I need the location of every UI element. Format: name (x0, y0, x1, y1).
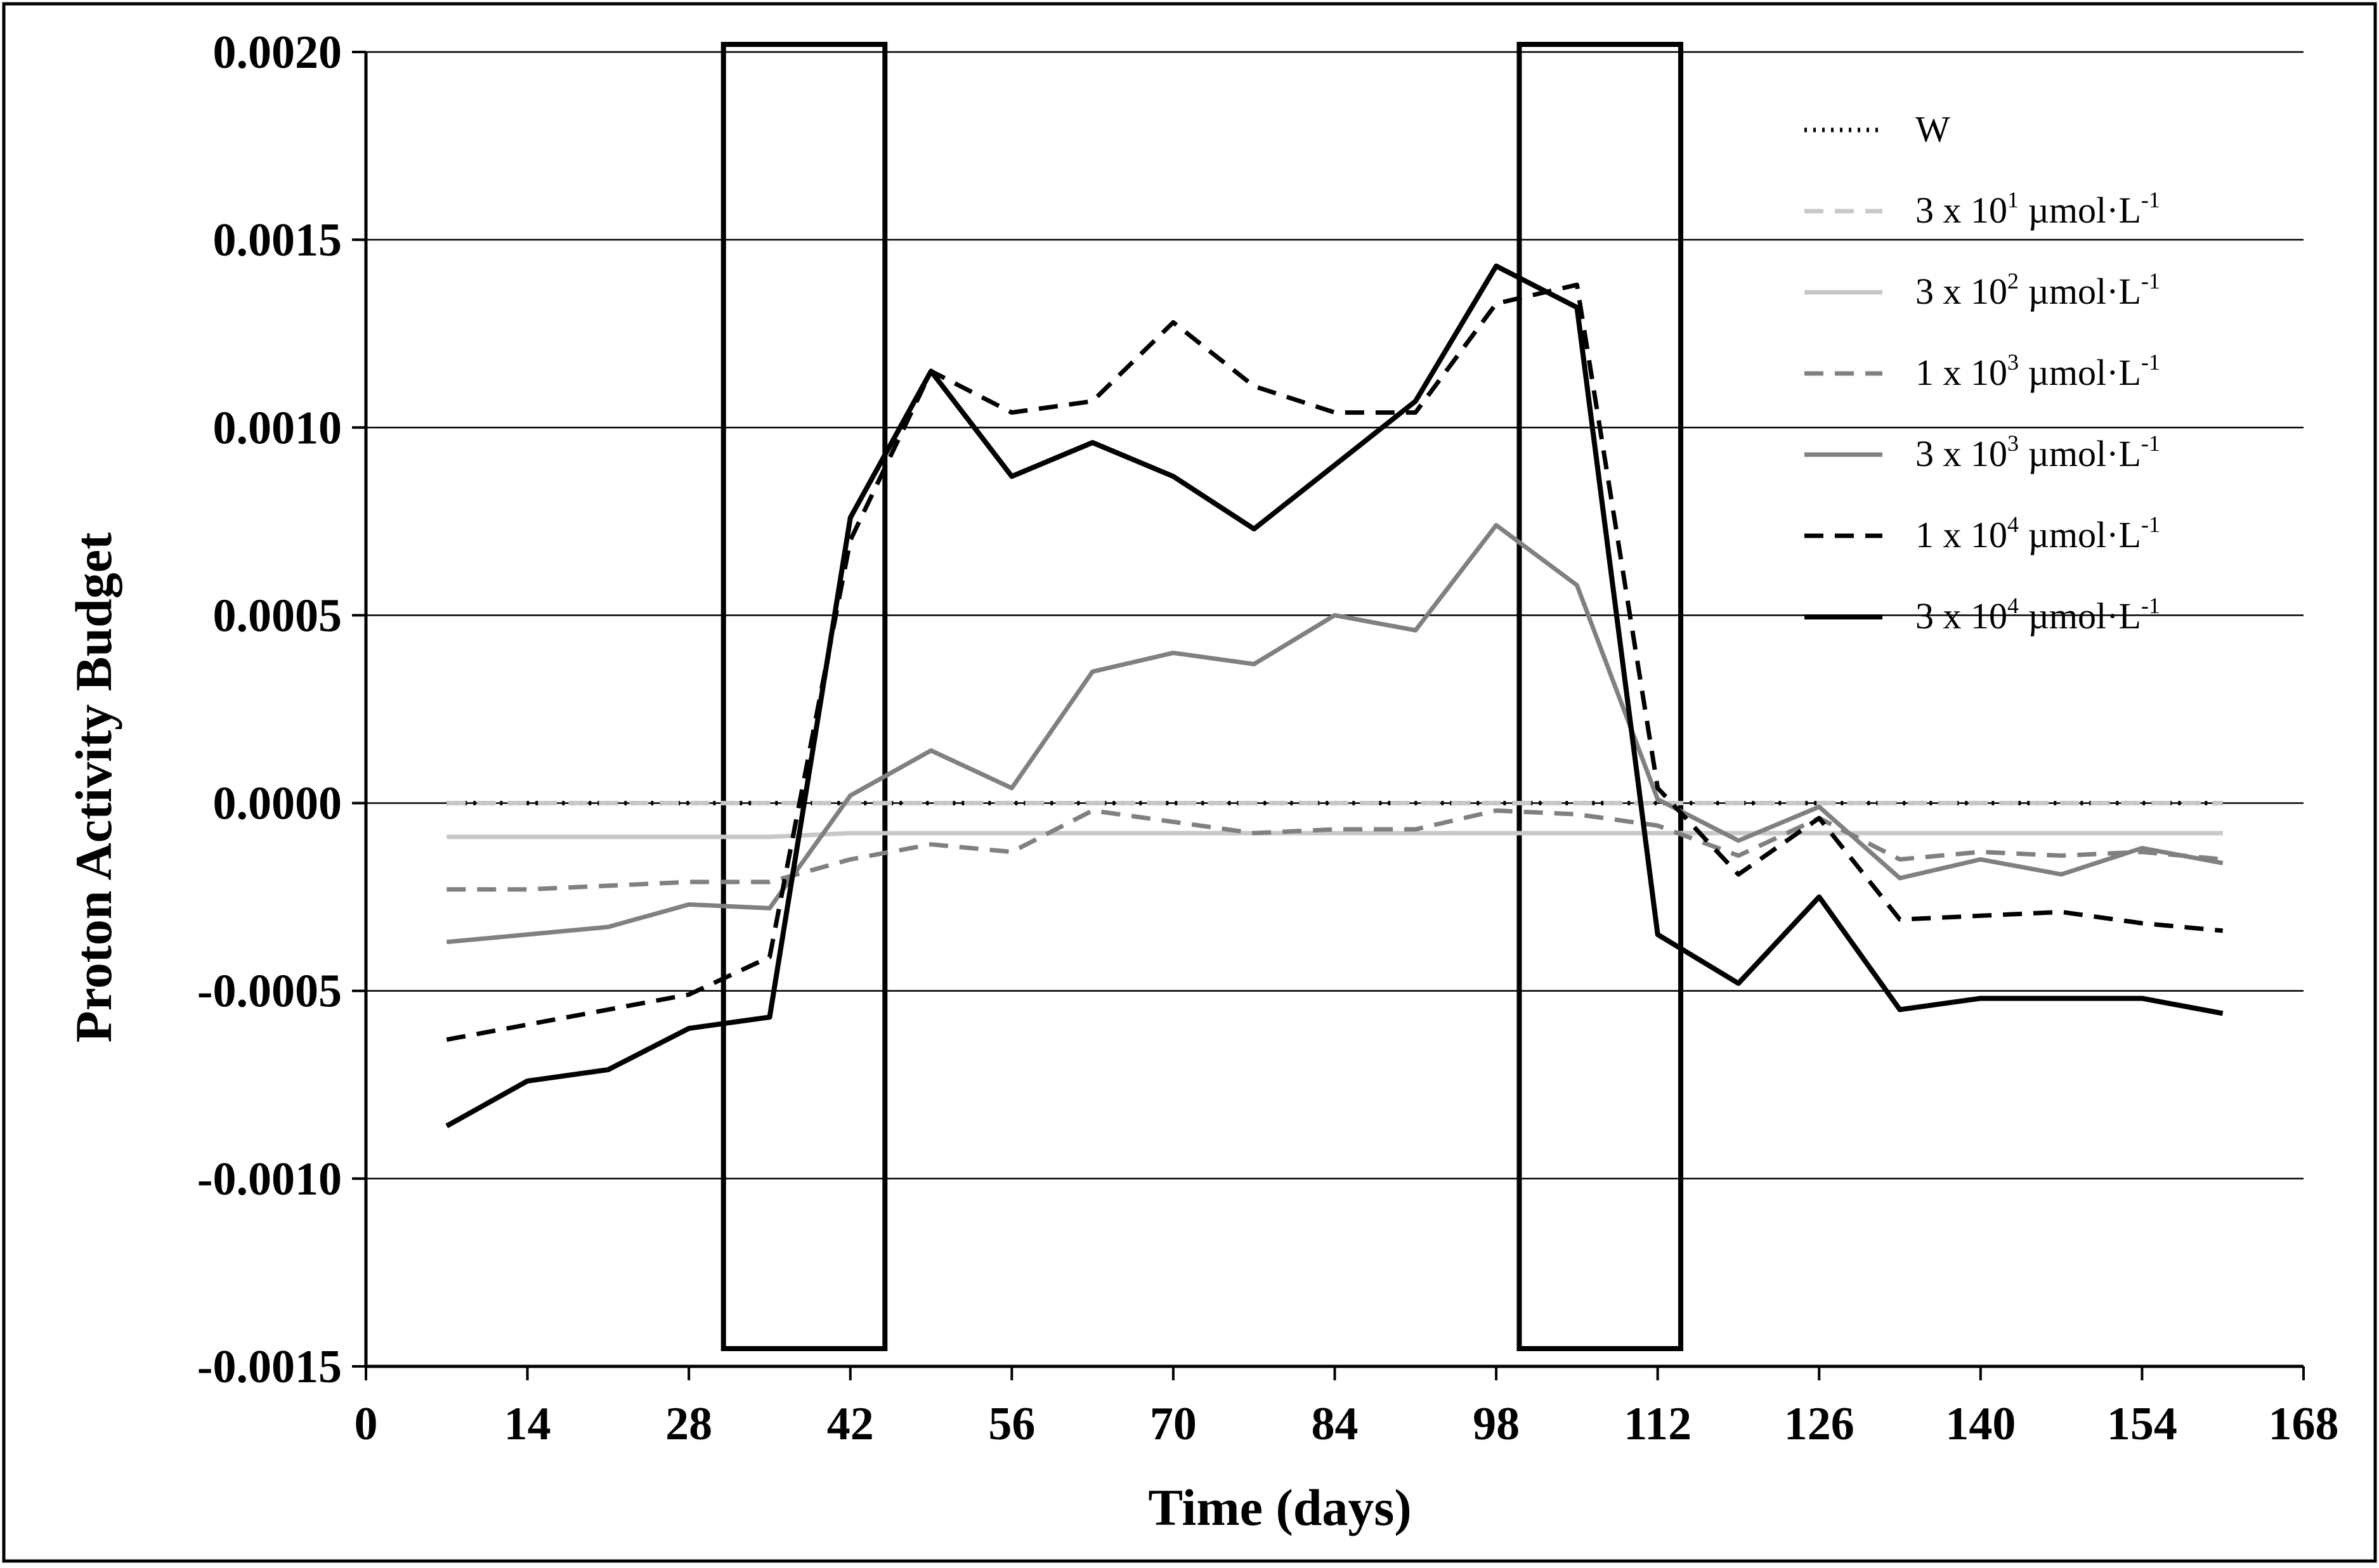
series-line (446, 808, 2224, 892)
x-tick-label: 98 (1473, 1398, 1520, 1450)
highlight-window (1516, 42, 1684, 1351)
series-line (446, 522, 2224, 945)
highlight-windows (720, 42, 1684, 1351)
series-line (446, 282, 2224, 1042)
series-line (446, 831, 2223, 839)
legend-label: 1 x 103 µmol·L-1 (1915, 349, 2160, 393)
series-lines (445, 263, 2224, 1129)
x-tick-label: 112 (1624, 1398, 1691, 1450)
tick-labels: -0.0015 -0.0010 -0.0005 0.0000 0.0005 0.0010 0… (197, 27, 2339, 1450)
x-tick-label: 154 (2107, 1398, 2177, 1450)
x-tick-label: 56 (988, 1398, 1035, 1450)
legend-label: 3 x 102 µmol·L-1 (1915, 268, 2160, 312)
x-tick-label: 84 (1312, 1398, 1359, 1450)
legend-label: 3 x 104 µmol·L-1 (1915, 593, 2160, 637)
y-tick-label: -0.0010 (197, 1153, 342, 1205)
x-axis-title: Time (days) (1148, 1479, 1411, 1536)
y-tick-label: -0.0015 (197, 1341, 342, 1393)
y-tick-label: 0.0005 (213, 590, 342, 642)
y-axis-title: Proton Activity Budget (65, 533, 122, 1043)
x-tick-label: 140 (1945, 1398, 2016, 1450)
highlight-window (720, 42, 888, 1351)
y-tick-label: 0.0010 (213, 402, 342, 454)
legend: W 3 x 101 µmol·L-1 3 x 102 µmol·L-1 1 x 103… (1804, 108, 2160, 637)
axes (352, 51, 2305, 1380)
x-tick-label: 42 (827, 1398, 874, 1450)
y-tick-label: 0.0020 (213, 27, 342, 79)
legend-label: 3 x 101 µmol·L-1 (1915, 187, 2160, 231)
x-tick-label: 70 (1150, 1398, 1197, 1450)
legend-label: 1 x 104 µmol·L-1 (1915, 512, 2160, 555)
x-tick-label: 14 (504, 1398, 551, 1450)
x-tick-label: 28 (665, 1398, 712, 1450)
x-tick-label: 0 (355, 1398, 378, 1450)
x-tick-label: 168 (2269, 1398, 2339, 1450)
x-tick-label: 126 (1784, 1398, 1854, 1450)
series-line (445, 263, 2224, 1129)
legend-label: W (1915, 108, 1950, 150)
y-tick-label: 0.0015 (213, 214, 342, 266)
y-tick-label: 0.0000 (213, 778, 342, 830)
y-tick-label: -0.0005 (197, 966, 342, 1018)
legend-label: 3 x 103 µmol·L-1 (1915, 431, 2160, 474)
